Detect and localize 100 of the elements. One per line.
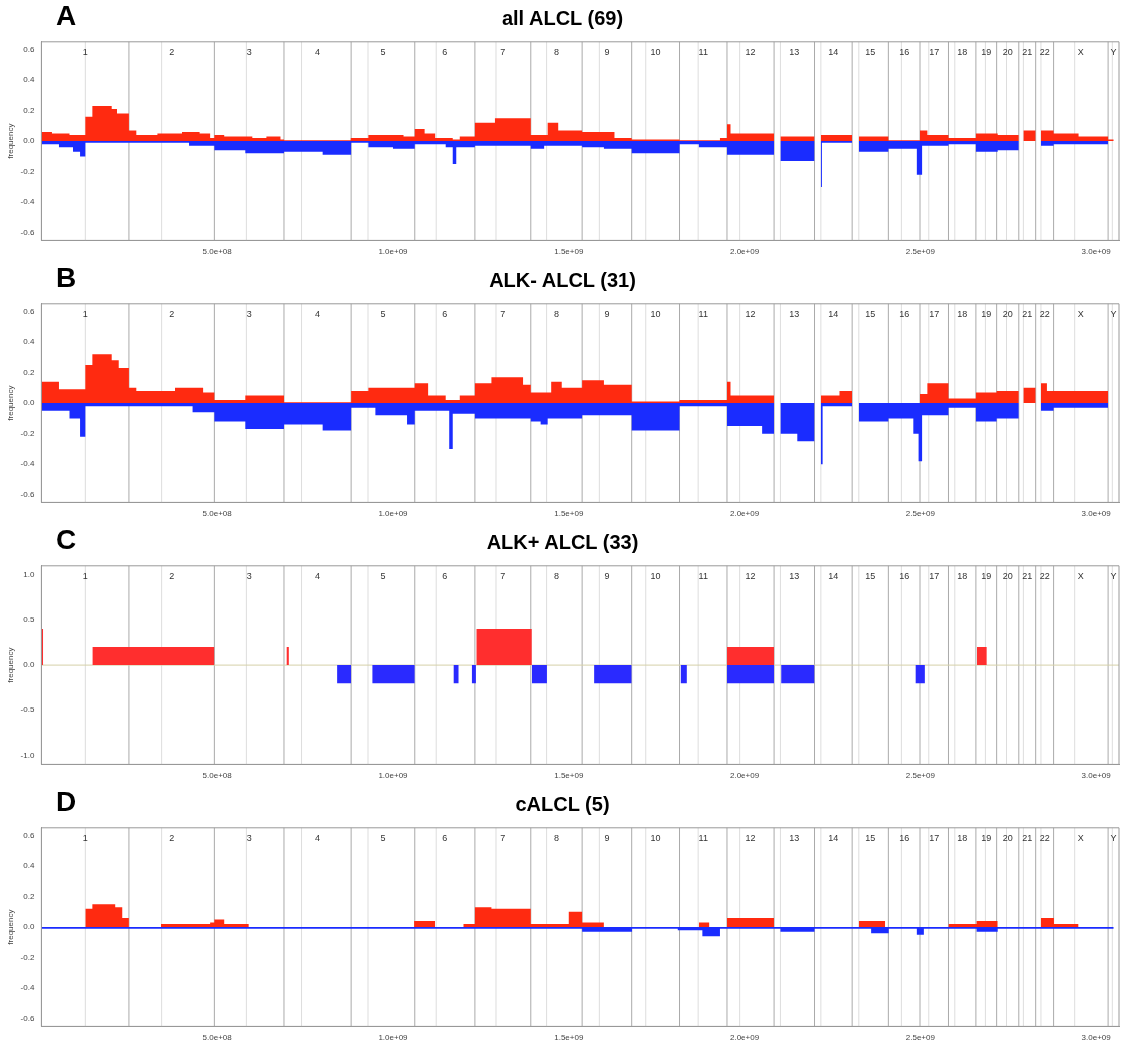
- annotation: 22: [1039, 833, 1050, 844]
- y-tick-label: -0.6: [20, 227, 35, 237]
- annotation: 12: [745, 571, 756, 582]
- x-tick-label: 1.5e+09: [554, 771, 584, 781]
- annotation: 5: [380, 833, 386, 844]
- text: C: [56, 524, 77, 556]
- y-tick-label: 0.4: [23, 861, 35, 871]
- annotation: 1: [82, 833, 88, 844]
- annotation: 3: [246, 309, 252, 320]
- annotation: 19: [981, 571, 992, 582]
- annotation: 16: [899, 47, 910, 58]
- x-tick-label: 2.5e+09: [905, 771, 936, 781]
- annotation: 12: [745, 833, 756, 844]
- annotation: 18: [957, 309, 968, 320]
- annotation: 19: [981, 47, 992, 58]
- x-tick-label: 1.0e+09: [378, 247, 409, 257]
- y-tick-label: 0.2: [23, 105, 35, 115]
- x-tick-label: 2.5e+09: [905, 247, 936, 257]
- annotation: 1: [82, 571, 88, 582]
- annotation: 8: [553, 309, 559, 320]
- annotation: 3: [246, 833, 252, 844]
- y-tick-label: -1.0: [20, 750, 35, 760]
- annotation: 2: [169, 309, 175, 320]
- x-tick-label: 3.0e+09: [1081, 771, 1112, 781]
- x-tick-label: 5.0e+08: [202, 1033, 233, 1043]
- annotation: 15: [865, 47, 876, 58]
- y-tick-label: -0.4: [20, 197, 35, 207]
- x-tick-label: 3.0e+09: [1081, 247, 1112, 257]
- annotation: 20: [1002, 47, 1013, 58]
- annotation: 7: [500, 571, 506, 582]
- y-tick-label: 0.6: [23, 830, 35, 840]
- y-tick-label: 0.6: [23, 44, 35, 54]
- annotation: 4: [315, 571, 321, 582]
- annotation: 15: [865, 833, 876, 844]
- annotation: 3: [246, 47, 252, 58]
- annotation: X: [1077, 833, 1084, 844]
- y-tick-label: 0.2: [23, 891, 35, 901]
- annotation: 8: [553, 47, 559, 58]
- annotation: 10: [650, 833, 661, 844]
- annotation: 22: [1039, 309, 1050, 320]
- annotation: 6: [442, 309, 448, 320]
- annotation: 2: [169, 47, 175, 58]
- annotation: 15: [865, 571, 876, 582]
- y-axis-title: frequency: [6, 647, 15, 683]
- annotation: 4: [315, 309, 321, 320]
- y-tick-label: 0.5: [23, 615, 35, 625]
- x-tick-label: 1.0e+09: [378, 771, 409, 781]
- x-tick-label: 5.0e+08: [202, 509, 233, 519]
- annotation: 9: [604, 47, 610, 58]
- annotation: 6: [442, 47, 448, 58]
- x-tick-label: 1.0e+09: [378, 1033, 409, 1043]
- y-tick-label: 0.0: [23, 660, 35, 670]
- x-tick-label: 1.5e+09: [554, 1033, 584, 1043]
- annotation: 14: [828, 571, 839, 582]
- y-tick-label: -0.6: [20, 1013, 35, 1023]
- annotation: 17: [929, 571, 940, 582]
- annotation: 18: [957, 833, 968, 844]
- annotation: 21: [1022, 47, 1033, 58]
- x-tick-label: 1.5e+09: [554, 247, 584, 257]
- annotation: 13: [789, 571, 800, 582]
- x-tick-label: 2.0e+09: [729, 1033, 760, 1043]
- y-tick-label: -0.2: [20, 166, 35, 176]
- y-tick-label: -0.2: [20, 428, 35, 438]
- annotation: 13: [789, 47, 800, 58]
- y-axis-title: frequency: [6, 909, 15, 945]
- annotation: 9: [604, 571, 610, 582]
- x-tick-label: 5.0e+08: [202, 771, 233, 781]
- y-tick-label: 0.6: [23, 306, 35, 316]
- annotation: 8: [553, 571, 559, 582]
- chart-title: ALK- ALCL (31): [489, 269, 636, 291]
- annotation: Y: [1110, 833, 1117, 844]
- annotation: 16: [899, 571, 910, 582]
- annotation: X: [1077, 571, 1084, 582]
- annotation: 16: [899, 833, 910, 844]
- annotation: 4: [315, 47, 321, 58]
- annotation: 12: [745, 47, 756, 58]
- y-tick-label: -0.4: [20, 983, 35, 993]
- y-tick-label: -0.6: [20, 489, 35, 499]
- x-tick-label: 2.0e+09: [729, 509, 760, 519]
- annotation: 19: [981, 833, 992, 844]
- x-tick-label: 3.0e+09: [1081, 1033, 1112, 1043]
- annotation: 20: [1002, 833, 1013, 844]
- annotation: 22: [1039, 47, 1050, 58]
- annotation: 2: [169, 833, 175, 844]
- annotation: X: [1077, 309, 1084, 320]
- y-tick-label: 0.4: [23, 75, 35, 85]
- x-tick-label: 2.5e+09: [905, 509, 936, 519]
- annotation: 12: [745, 309, 756, 320]
- annotation: 21: [1022, 833, 1033, 844]
- annotation: 15: [865, 309, 876, 320]
- y-axis-title: frequency: [6, 123, 15, 159]
- annotation: 20: [1002, 571, 1013, 582]
- y-tick-label: -0.5: [20, 705, 35, 715]
- annotation: Y: [1110, 47, 1117, 58]
- x-tick-label: 1.0e+09: [378, 509, 409, 519]
- y-tick-label: 0.4: [23, 337, 35, 347]
- annotation: 10: [650, 309, 661, 320]
- annotation: 21: [1022, 571, 1033, 582]
- annotation: 6: [442, 833, 448, 844]
- text: B: [56, 262, 77, 294]
